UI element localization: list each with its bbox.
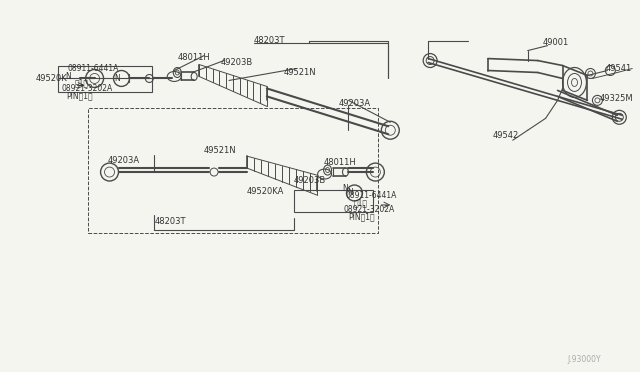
Text: 49203B: 49203B — [221, 58, 253, 67]
Text: 49203A: 49203A — [339, 99, 371, 108]
Text: 49542: 49542 — [493, 131, 519, 140]
Text: 49521N: 49521N — [204, 146, 237, 155]
Text: 48011H: 48011H — [324, 158, 356, 167]
Text: N: N — [348, 189, 353, 198]
Text: 49203A: 49203A — [108, 155, 140, 165]
Bar — [294, 190, 373, 212]
Text: 49520K: 49520K — [36, 74, 68, 83]
Text: 48203T: 48203T — [254, 36, 285, 45]
Text: J.93000Y: J.93000Y — [568, 355, 601, 364]
Text: 08911-6441A: 08911-6441A — [68, 64, 119, 73]
Text: 49325M: 49325M — [600, 94, 633, 103]
Text: 48011H: 48011H — [177, 53, 210, 62]
Text: 49541: 49541 — [605, 64, 632, 73]
Text: （1）: （1） — [75, 78, 89, 87]
Text: 49520KA: 49520KA — [247, 187, 284, 196]
Text: 08911-6441A: 08911-6441A — [346, 192, 397, 201]
Text: 08921-3202A: 08921-3202A — [344, 205, 395, 214]
Text: N: N — [65, 72, 70, 81]
Text: 48203T: 48203T — [154, 217, 186, 226]
Text: N: N — [342, 185, 348, 193]
Text: 49521N: 49521N — [284, 68, 316, 77]
Text: PIN（1）: PIN（1） — [349, 212, 375, 221]
Text: （1）: （1） — [353, 198, 367, 208]
Text: 49001: 49001 — [543, 38, 569, 47]
Text: N: N — [115, 74, 120, 83]
Text: PIN（1）: PIN（1） — [67, 91, 93, 100]
Bar — [58, 65, 152, 92]
Text: 08921-3202A: 08921-3202A — [61, 84, 113, 93]
Bar — [88, 108, 378, 233]
Text: 49203B: 49203B — [294, 176, 326, 185]
